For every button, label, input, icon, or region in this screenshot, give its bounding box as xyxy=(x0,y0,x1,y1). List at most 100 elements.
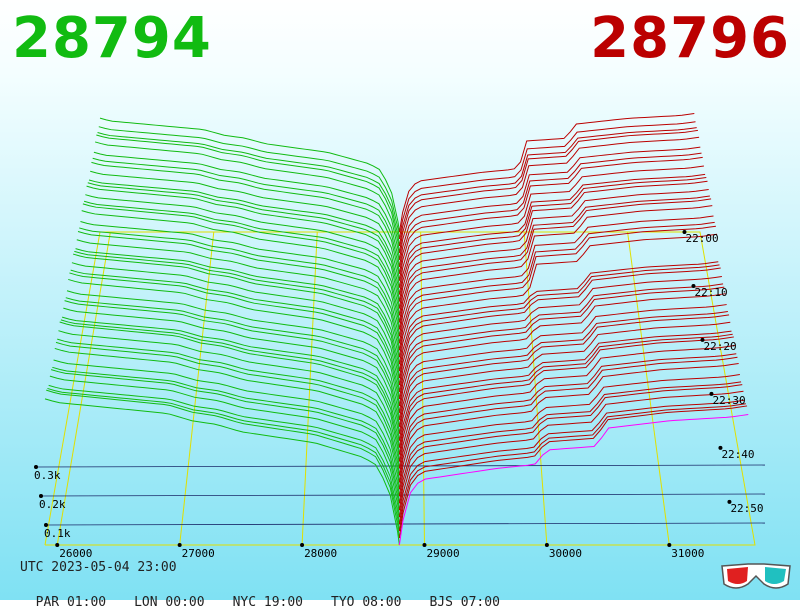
ask-depth-curve xyxy=(398,261,719,372)
bid-depth-curve xyxy=(83,200,400,323)
ask-depth-curve xyxy=(398,129,698,253)
ask-depth-curve xyxy=(398,336,734,462)
ask-depth-curve xyxy=(398,286,725,406)
ask-depth-curve xyxy=(398,152,702,274)
time-tick-label: 22:10 xyxy=(694,286,727,299)
price-tick-label: 31000 xyxy=(671,547,704,560)
bid-depth-curve xyxy=(76,239,400,365)
ask-depth-curve xyxy=(398,374,740,497)
ask-depth-curve xyxy=(398,321,731,441)
bid-depth-curve xyxy=(68,278,400,413)
ask-depth-curve xyxy=(398,314,730,434)
ask-depth-curve xyxy=(398,399,745,525)
time-tick-label: 22:30 xyxy=(712,394,745,407)
bid-depth-curve xyxy=(50,369,400,511)
ask-depth-curve xyxy=(398,264,720,379)
ask-depth-curve xyxy=(398,177,707,302)
bid-depth-curve xyxy=(46,389,400,539)
ask-depth-curve xyxy=(398,165,704,288)
volume-gridline xyxy=(45,522,766,526)
ask-depth-curve xyxy=(398,127,697,246)
bid-depth-curve xyxy=(69,272,400,406)
price-tick-label: 28000 xyxy=(304,547,337,560)
city-time: PAR 01:00 xyxy=(35,595,107,610)
bid-depth-curve xyxy=(65,297,400,427)
time-tick-mark xyxy=(700,337,705,342)
ask-depth-curve xyxy=(398,173,706,295)
bid-depth-curve xyxy=(90,170,400,288)
bid-depth-curve xyxy=(81,210,400,337)
bid-depth-curve xyxy=(58,330,400,469)
3d-glasses-icon[interactable] xyxy=(718,554,794,594)
bid-depth-curve xyxy=(97,132,400,246)
ask-depth-curve xyxy=(398,362,739,490)
ask-depth-curve xyxy=(398,413,749,546)
time-tick-label: 22:20 xyxy=(703,340,736,353)
ask-price: 28796 xyxy=(590,6,790,71)
ask-depth-curve xyxy=(398,384,743,511)
ask-depth-curve xyxy=(398,112,695,233)
bid-depth-curve xyxy=(91,161,400,281)
bid-depth-curve xyxy=(61,316,400,448)
price-tick-label: 30000 xyxy=(549,547,582,560)
price-gridline xyxy=(627,231,670,546)
bid-depth-curve xyxy=(99,117,400,233)
price-gridline xyxy=(523,231,548,546)
price-tick-mark xyxy=(55,543,60,547)
volume-tick-label: 0.2k xyxy=(39,498,66,511)
bid-depth-curve xyxy=(60,319,400,455)
price-tick-mark xyxy=(422,543,427,547)
bid-depth-curve xyxy=(49,375,400,518)
bid-depth-curve xyxy=(96,134,400,253)
time-tick-mark xyxy=(691,283,696,288)
ask-depth-curve xyxy=(398,403,746,532)
bid-depth-curve xyxy=(64,300,400,434)
bid-price: 28794 xyxy=(12,6,212,71)
bid-depth-curve xyxy=(82,203,400,330)
ask-depth-curve xyxy=(398,330,732,448)
ask-depth-curve xyxy=(398,198,712,330)
ask-depth-curve xyxy=(398,225,716,358)
ask-depth-curve xyxy=(398,390,744,518)
price-tick-label: 29000 xyxy=(426,547,459,560)
bid-depth-curve xyxy=(85,194,400,316)
ask-depth-curve xyxy=(398,381,742,504)
time-tick-mark xyxy=(682,230,687,234)
bid-depth-curve xyxy=(44,398,400,546)
ask-depth-curve xyxy=(398,121,696,240)
bid-depth-curve xyxy=(72,253,400,386)
bid-depth-curve xyxy=(93,151,400,267)
price-tick-label: 27000 xyxy=(182,547,215,560)
ask-depth-curve xyxy=(398,283,724,400)
bid-depth-curve xyxy=(71,262,400,393)
time-tick-label: 22:00 xyxy=(685,232,718,245)
bid-depth-curve xyxy=(57,338,400,476)
ask-depth-curve xyxy=(398,293,726,413)
volume-tick-label: 0.1k xyxy=(44,527,71,540)
city-time: LON 00:00 xyxy=(134,595,205,610)
city-time: TYO 08:00 xyxy=(331,595,402,610)
price-tick-label: 26000 xyxy=(59,547,92,560)
ask-depth-curve xyxy=(398,267,721,386)
bid-depth-curve xyxy=(94,141,400,260)
ask-depth-curve xyxy=(398,195,710,323)
price-gridline xyxy=(420,231,425,546)
bid-depth-curve xyxy=(53,359,400,497)
volume-tick-mark xyxy=(39,494,43,498)
bid-depth-curve xyxy=(52,366,400,504)
time-tick-label: 22:50 xyxy=(730,502,763,515)
bid-depth-curve xyxy=(77,231,400,358)
ask-depth-curve xyxy=(398,188,709,316)
bid-depth-curve xyxy=(70,269,400,400)
city-time: BJS 07:00 xyxy=(429,595,500,610)
price-tick-mark xyxy=(544,543,549,547)
ask-depth-curve xyxy=(398,333,733,455)
city-times: PAR 01:00 LON 00:00 NYC 19:00 TYO 08:00 BJS … xyxy=(20,580,528,610)
ask-depth-curve xyxy=(398,221,715,351)
ask-depth-curve xyxy=(398,304,727,420)
volume-tick-label: 0.3k xyxy=(34,469,61,482)
bid-depth-curve xyxy=(86,185,400,309)
bid-depth-curve xyxy=(75,248,400,372)
bid-depth-curve xyxy=(54,347,400,490)
